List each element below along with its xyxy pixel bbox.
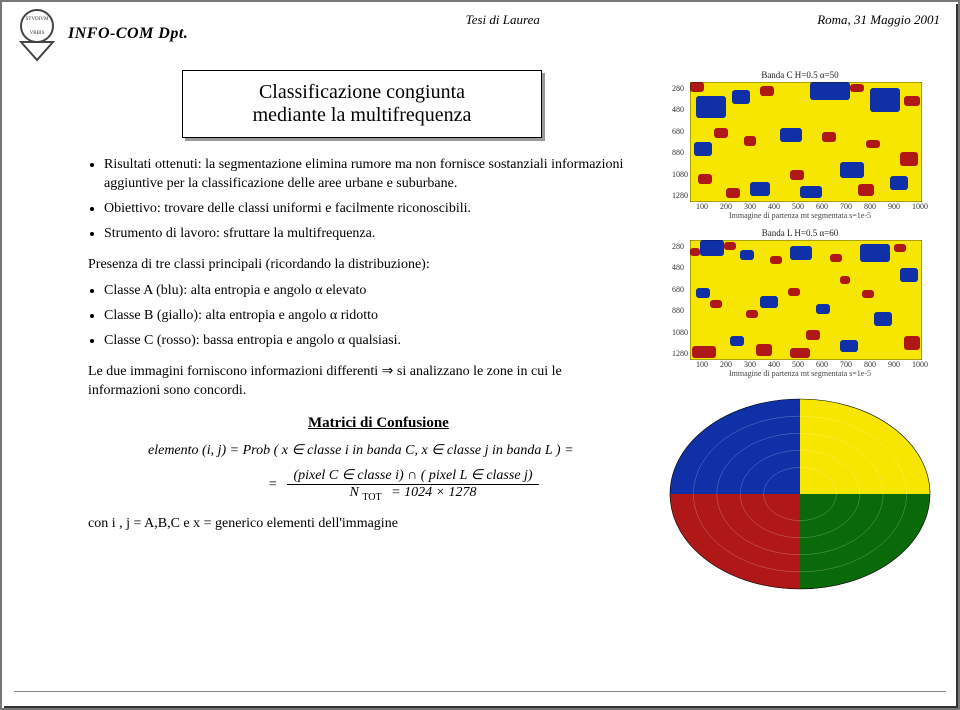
footer-rule bbox=[14, 691, 946, 692]
fig2-image bbox=[690, 240, 922, 360]
equation-condition: con i , j = A,B,C e x = generico element… bbox=[88, 515, 636, 534]
bullet-class-c: Classe C (rosso): bassa entropia e angol… bbox=[104, 332, 636, 351]
bullet-results: Risultati ottenuti: la segmentazione eli… bbox=[104, 156, 636, 194]
equation-fraction: = (pixel C ∈ classe i) ∩ ( pixel L ∈ cla… bbox=[268, 467, 636, 503]
fraction: (pixel C ∈ classe i) ∩ ( pixel L ∈ class… bbox=[287, 467, 538, 503]
fraction-value: = 1024 × 1278 bbox=[391, 485, 476, 500]
fig1-xticks: 1002003004005006007008009001000 bbox=[696, 202, 928, 211]
thesis-label: Tesi di Laurea bbox=[466, 12, 540, 28]
confusion-matrices-heading: Matrici di Confusione bbox=[308, 415, 636, 432]
slide-header: STVDIVM VRBIS INFO-COM Dpt. Tesi di Laur… bbox=[2, 2, 958, 62]
main-text-column: Classificazione congiunta mediante la mu… bbox=[88, 70, 636, 594]
figure-band-c: Banda C H=0.5 α=50 28048068088010801280 … bbox=[670, 70, 930, 220]
figure-band-l: Banda L H=0.5 α=60 28048068088010801280 … bbox=[670, 228, 930, 378]
bullet-objective: Obiettivo: trovare delle classi uniformi… bbox=[104, 200, 636, 219]
svg-text:STVDIVM: STVDIVM bbox=[26, 17, 49, 22]
title-line2: mediante la multifrequenza bbox=[203, 104, 521, 127]
figures-column: Banda C H=0.5 α=50 28048068088010801280 … bbox=[660, 70, 940, 594]
fig2-title: Banda L H=0.5 α=60 bbox=[670, 228, 930, 238]
fig1-title: Banda C H=0.5 α=50 bbox=[670, 70, 930, 80]
fraction-numerator: (pixel C ∈ classe i) ∩ ( pixel L ∈ class… bbox=[287, 467, 538, 485]
presence-para: Presenza di tre classi principali (ricor… bbox=[88, 256, 636, 275]
date-label: Roma, 31 Maggio 2001 bbox=[817, 12, 940, 28]
bullets-group-1: Risultati ottenuti: la segmentazione eli… bbox=[88, 156, 636, 244]
bullet-class-b: Classe B (giallo): alta entropia e angol… bbox=[104, 307, 636, 326]
two-images-para: Le due immagini forniscono informazioni … bbox=[88, 363, 636, 401]
fig2-yticks: 28048068088010801280 bbox=[670, 240, 690, 360]
figure-ellipse bbox=[665, 394, 935, 594]
svg-text:VRBIS: VRBIS bbox=[30, 31, 45, 36]
bullets-group-2: Classe A (blu): alta entropia e angolo α… bbox=[88, 282, 636, 351]
bullet-class-a: Classe A (blu): alta entropia e angolo α… bbox=[104, 282, 636, 301]
bullet-tool: Strumento di lavoro: sfruttare la multif… bbox=[104, 225, 636, 244]
fraction-ntot: N TOT bbox=[350, 485, 382, 500]
fig1-yticks: 28048068088010801280 bbox=[670, 82, 690, 202]
university-crest-icon: STVDIVM VRBIS bbox=[14, 6, 60, 62]
fig2-xticks: 1002003004005006007008009001000 bbox=[696, 360, 928, 369]
dept-label: INFO-COM Dpt. bbox=[68, 25, 188, 43]
title-box: Classificazione congiunta mediante la mu… bbox=[182, 70, 542, 138]
fig1-xlabel: Immagine di partenza mt segmentata s=1e-… bbox=[670, 211, 930, 220]
equals-sign: = bbox=[268, 477, 277, 493]
title-line1: Classificazione congiunta bbox=[203, 81, 521, 104]
fig2-xlabel: Immagine di partenza mt segmentata s=1e-… bbox=[670, 369, 930, 378]
equation-line-1: elemento (i, j) = Prob ( x ∈ classe i in… bbox=[148, 442, 636, 459]
fig1-image bbox=[690, 82, 922, 202]
